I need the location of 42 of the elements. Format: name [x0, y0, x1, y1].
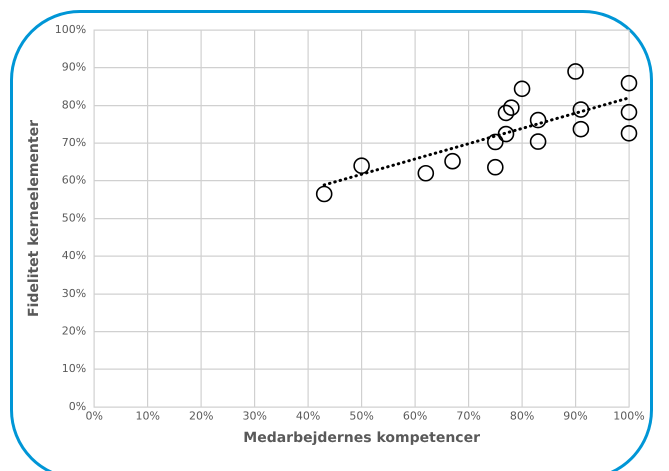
point	[620, 74, 638, 92]
x-axis-title: Medarbejdernes kompetencer	[243, 430, 480, 446]
y-tick-label: 10%	[62, 362, 86, 376]
x-tick-label: 20%	[188, 409, 214, 422]
point	[316, 186, 332, 202]
x-tick-label: 50%	[349, 409, 374, 422]
y-tick-label: 0%	[68, 400, 86, 413]
y-tick-label: 90%	[62, 60, 86, 74]
y-tick-label: 20%	[62, 324, 86, 338]
point	[514, 80, 530, 98]
point	[417, 164, 434, 182]
y-tick-label: 80%	[62, 98, 86, 112]
x-tick-label: 100%	[613, 409, 645, 422]
y-tick-label: 40%	[62, 249, 86, 262]
y-tick-label: 60%	[62, 174, 86, 187]
point	[487, 134, 504, 150]
point	[444, 152, 461, 170]
point	[498, 126, 514, 142]
x-tick-label: 70%	[456, 409, 481, 422]
x-tick-label: 90%	[563, 409, 588, 422]
point	[572, 101, 590, 118]
point	[530, 112, 546, 128]
point	[572, 120, 590, 138]
point	[620, 125, 638, 142]
x-tick-label: 80%	[510, 409, 534, 422]
point	[503, 99, 520, 116]
y-tick-label: 70%	[62, 136, 86, 149]
y-tick-label: 100%	[54, 22, 86, 36]
x-tick-label: 40%	[296, 409, 320, 422]
point	[530, 133, 546, 150]
x-tick-label: 30%	[242, 409, 267, 422]
point	[567, 63, 584, 80]
point	[487, 158, 504, 176]
point	[353, 157, 370, 174]
x-tick-label: 10%	[135, 409, 160, 422]
point	[498, 104, 514, 122]
x-tick-label: 60%	[402, 409, 428, 422]
y-tick-label: 30%	[62, 286, 86, 300]
point	[620, 104, 638, 120]
y-tick-label: 50%	[62, 211, 86, 224]
y-axis-title: Fidelitet kerneelementer	[26, 120, 42, 317]
x-tick-label: 0%	[86, 409, 103, 422]
